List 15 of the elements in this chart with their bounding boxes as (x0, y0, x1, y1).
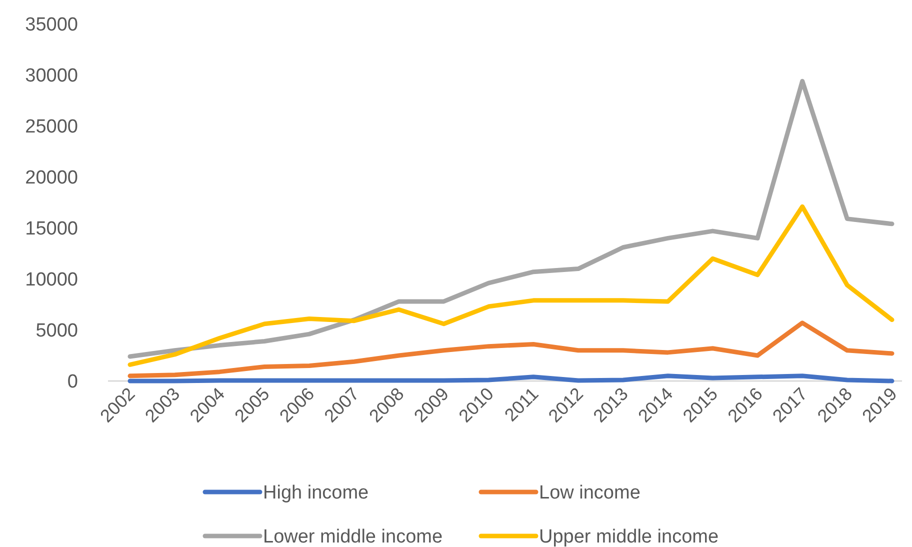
legend-label: Low income (539, 482, 640, 504)
line-series (128, 78, 894, 359)
legend-label: Upper middle income (539, 526, 719, 547)
y-tick-label: 0 (67, 372, 78, 393)
y-tick-label: 5000 (36, 320, 78, 342)
y-tick-label: 10000 (25, 270, 78, 291)
y-tick-label: 15000 (25, 218, 78, 240)
legend-label: Lower middle income (263, 526, 443, 547)
y-tick-label: 25000 (25, 116, 78, 138)
y-tick-label: 30000 (25, 66, 78, 87)
legend-label: High income (263, 482, 369, 504)
y-tick-label: 35000 (25, 14, 78, 36)
line-series (128, 204, 894, 367)
line-series (128, 320, 894, 378)
y-tick-label: 20000 (25, 168, 78, 189)
